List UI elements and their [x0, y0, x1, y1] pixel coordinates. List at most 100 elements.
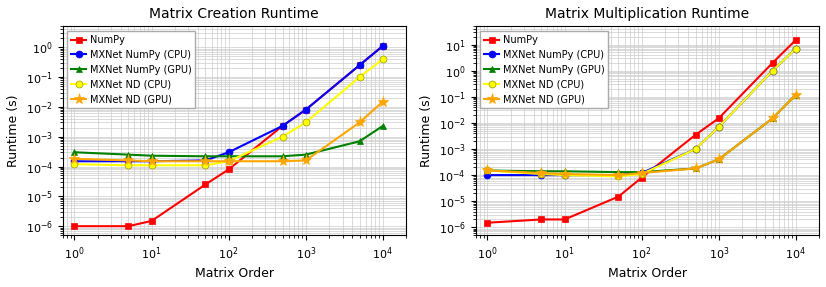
MXNet ND (CPU) — [614, 174, 624, 178]
NumPy — [714, 117, 724, 120]
NumPy — [614, 195, 624, 198]
MXNet ND (CPU) — [536, 172, 546, 176]
MXNet NumPy (GPU) — [714, 158, 724, 161]
MXNet NumPy (GPU) — [614, 170, 624, 174]
MXNet NumPy (CPU) — [69, 160, 79, 163]
MXNet NumPy (CPU) — [301, 108, 311, 111]
MXNet ND (GPU) — [224, 160, 234, 163]
MXNet NumPy (CPU) — [637, 171, 647, 175]
MXNet ND (CPU) — [224, 160, 234, 163]
MXNet ND (CPU) — [354, 75, 364, 79]
MXNet ND (GPU) — [354, 121, 364, 124]
MXNet ND (CPU) — [790, 47, 800, 50]
MXNet NumPy (CPU) — [714, 125, 724, 129]
MXNet ND (CPU) — [560, 173, 570, 177]
NumPy — [637, 176, 647, 179]
Line: MXNet ND (GPU): MXNet ND (GPU) — [482, 89, 801, 181]
MXNet ND (CPU) — [278, 135, 287, 138]
MXNet NumPy (GPU) — [123, 153, 133, 156]
Line: MXNet NumPy (CPU): MXNet NumPy (CPU) — [71, 42, 387, 165]
MXNet NumPy (CPU) — [767, 69, 777, 72]
NumPy — [69, 224, 79, 228]
Line: MXNet NumPy (CPU): MXNet NumPy (CPU) — [484, 45, 800, 179]
NumPy — [301, 108, 311, 111]
MXNet ND (GPU) — [377, 100, 387, 103]
MXNet NumPy (GPU) — [691, 167, 700, 170]
NumPy — [790, 38, 800, 42]
MXNet ND (GPU) — [69, 157, 79, 161]
MXNet NumPy (CPU) — [614, 173, 624, 177]
MXNet NumPy (GPU) — [224, 155, 234, 158]
MXNet ND (CPU) — [123, 164, 133, 167]
MXNet NumPy (CPU) — [147, 160, 157, 163]
MXNet NumPy (GPU) — [301, 153, 311, 156]
X-axis label: Matrix Order: Matrix Order — [608, 267, 686, 280]
MXNet NumPy (CPU) — [377, 44, 387, 48]
Line: NumPy: NumPy — [484, 36, 800, 226]
MXNet NumPy (GPU) — [536, 170, 546, 173]
MXNet ND (GPU) — [691, 167, 700, 170]
NumPy — [224, 168, 234, 171]
MXNet ND (GPU) — [637, 171, 647, 175]
MXNet ND (CPU) — [377, 57, 387, 61]
MXNet NumPy (GPU) — [354, 139, 364, 143]
MXNet ND (CPU) — [147, 164, 157, 167]
MXNet ND (GPU) — [714, 158, 724, 161]
MXNet NumPy (CPU) — [224, 151, 234, 154]
Line: MXNet ND (CPU): MXNet ND (CPU) — [71, 56, 387, 169]
Line: MXNet ND (GPU): MXNet ND (GPU) — [69, 96, 388, 167]
NumPy — [560, 218, 570, 221]
MXNet NumPy (GPU) — [767, 117, 777, 120]
MXNet NumPy (GPU) — [790, 93, 800, 96]
MXNet ND (GPU) — [201, 160, 211, 163]
MXNet ND (GPU) — [147, 160, 157, 163]
Line: MXNet NumPy (GPU): MXNet NumPy (GPU) — [71, 122, 387, 160]
MXNet ND (GPU) — [790, 93, 800, 96]
MXNet ND (GPU) — [767, 117, 777, 120]
NumPy — [201, 183, 211, 186]
NumPy — [377, 44, 387, 48]
MXNet ND (CPU) — [691, 147, 700, 151]
MXNet NumPy (CPU) — [482, 173, 492, 177]
Legend: NumPy, MXNet NumPy (CPU), MXNet NumPy (GPU), MXNet ND (CPU), MXNet ND (GPU): NumPy, MXNet NumPy (CPU), MXNet NumPy (G… — [481, 31, 609, 108]
MXNet ND (CPU) — [714, 125, 724, 129]
MXNet ND (GPU) — [536, 171, 546, 175]
Line: NumPy: NumPy — [71, 42, 387, 230]
MXNet ND (GPU) — [301, 159, 311, 162]
NumPy — [278, 124, 287, 128]
MXNet NumPy (CPU) — [790, 47, 800, 50]
MXNet NumPy (CPU) — [536, 173, 546, 177]
NumPy — [482, 221, 492, 224]
MXNet ND (GPU) — [123, 159, 133, 162]
MXNet ND (CPU) — [767, 69, 777, 72]
NumPy — [354, 63, 364, 67]
MXNet NumPy (GPU) — [637, 170, 647, 174]
Y-axis label: Runtime (s): Runtime (s) — [420, 94, 433, 167]
MXNet ND (GPU) — [614, 173, 624, 177]
MXNet NumPy (CPU) — [123, 160, 133, 163]
Y-axis label: Runtime (s): Runtime (s) — [7, 94, 20, 167]
MXNet ND (CPU) — [637, 172, 647, 176]
MXNet ND (GPU) — [278, 160, 287, 163]
Legend: NumPy, MXNet NumPy (CPU), MXNet NumPy (GPU), MXNet ND (CPU), MXNet ND (GPU): NumPy, MXNet NumPy (CPU), MXNet NumPy (G… — [68, 31, 196, 108]
MXNet ND (GPU) — [482, 169, 492, 172]
MXNet NumPy (GPU) — [69, 151, 79, 154]
NumPy — [123, 224, 133, 228]
MXNet NumPy (GPU) — [377, 124, 387, 128]
NumPy — [691, 133, 700, 137]
MXNet ND (CPU) — [69, 162, 79, 166]
MXNet ND (CPU) — [301, 121, 311, 124]
MXNet NumPy (GPU) — [201, 155, 211, 158]
MXNet NumPy (GPU) — [560, 170, 570, 173]
MXNet NumPy (CPU) — [201, 159, 211, 162]
MXNet NumPy (CPU) — [691, 147, 700, 151]
MXNet ND (CPU) — [201, 164, 211, 167]
Title: Matrix Multiplication Runtime: Matrix Multiplication Runtime — [545, 7, 749, 21]
Title: Matrix Creation Runtime: Matrix Creation Runtime — [150, 7, 319, 21]
Line: MXNet ND (CPU): MXNet ND (CPU) — [484, 45, 800, 180]
MXNet ND (CPU) — [482, 169, 492, 172]
MXNet NumPy (CPU) — [354, 63, 364, 67]
Line: MXNet NumPy (GPU): MXNet NumPy (GPU) — [484, 91, 800, 176]
MXNet ND (GPU) — [560, 172, 570, 176]
NumPy — [147, 219, 157, 223]
